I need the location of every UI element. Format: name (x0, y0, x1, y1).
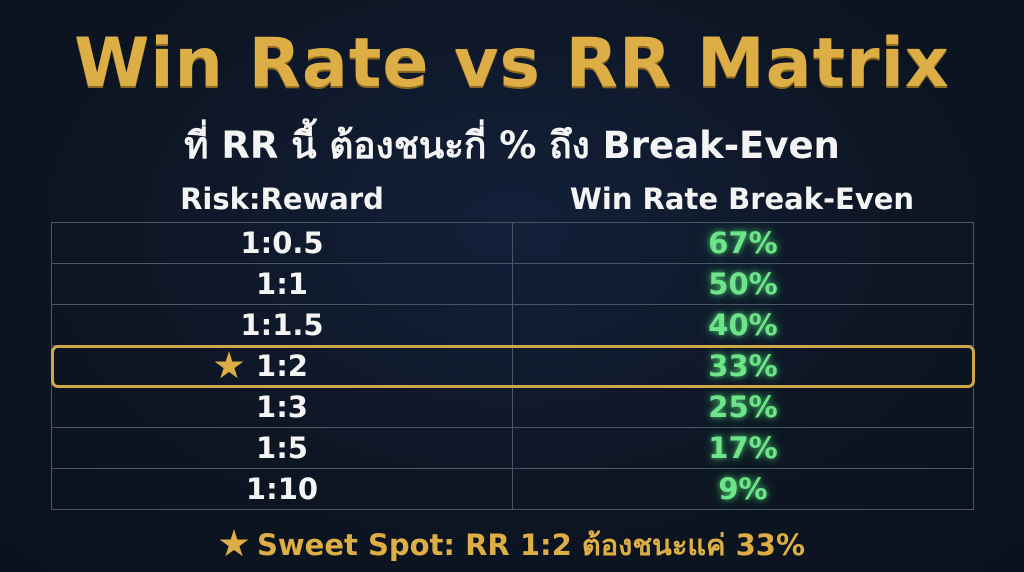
sweet-spot-text: Sweet Spot: RR 1:2 ต้องชนะแค่ 33% (257, 528, 805, 562)
win-rate-cell: 50% (513, 264, 974, 304)
rr-matrix-table: 1:0.5 67% 1:1 50% 1:1.5 40% 1:2 33% 1:3 … (51, 222, 975, 510)
win-rate-cell: 33% (513, 346, 974, 386)
table-row: 1:1 50% (52, 264, 974, 305)
table-row: 1:5 17% (52, 428, 974, 469)
page-title: Win Rate vs RR Matrix (74, 24, 950, 103)
rr-cell: 1:2 (52, 346, 513, 386)
rr-cell: 1:0.5 (52, 223, 513, 263)
column-header-win-rate: Win Rate Break-Even (569, 182, 915, 216)
win-rate-cell: 67% (513, 223, 974, 263)
rr-cell: 1:3 (52, 387, 513, 427)
table-row: 1:1.5 40% (52, 305, 974, 346)
rr-cell: 1:1.5 (52, 305, 513, 345)
win-rate-cell: 17% (513, 428, 974, 468)
table-row: 1:3 25% (52, 387, 974, 428)
page-subtitle: ที่ RR นี้ ต้องชนะกี่ % ถึง Break-Even (184, 124, 840, 167)
rr-cell: 1:10 (52, 469, 513, 509)
rr-cell: 1:1 (52, 264, 513, 304)
table-row-highlighted: 1:2 33% (51, 345, 975, 388)
table-row: 1:10 9% (52, 469, 974, 510)
win-rate-cell: 40% (513, 305, 974, 345)
win-rate-cell: 9% (513, 469, 974, 509)
table-row: 1:0.5 67% (52, 223, 974, 264)
column-header-risk-reward: Risk:Reward (180, 182, 384, 216)
sweet-spot-note: Sweet Spot: RR 1:2 ต้องชนะแค่ 33% (0, 522, 1024, 568)
rr-cell: 1:5 (52, 428, 513, 468)
win-rate-cell: 25% (513, 387, 974, 427)
star-icon (219, 529, 249, 557)
